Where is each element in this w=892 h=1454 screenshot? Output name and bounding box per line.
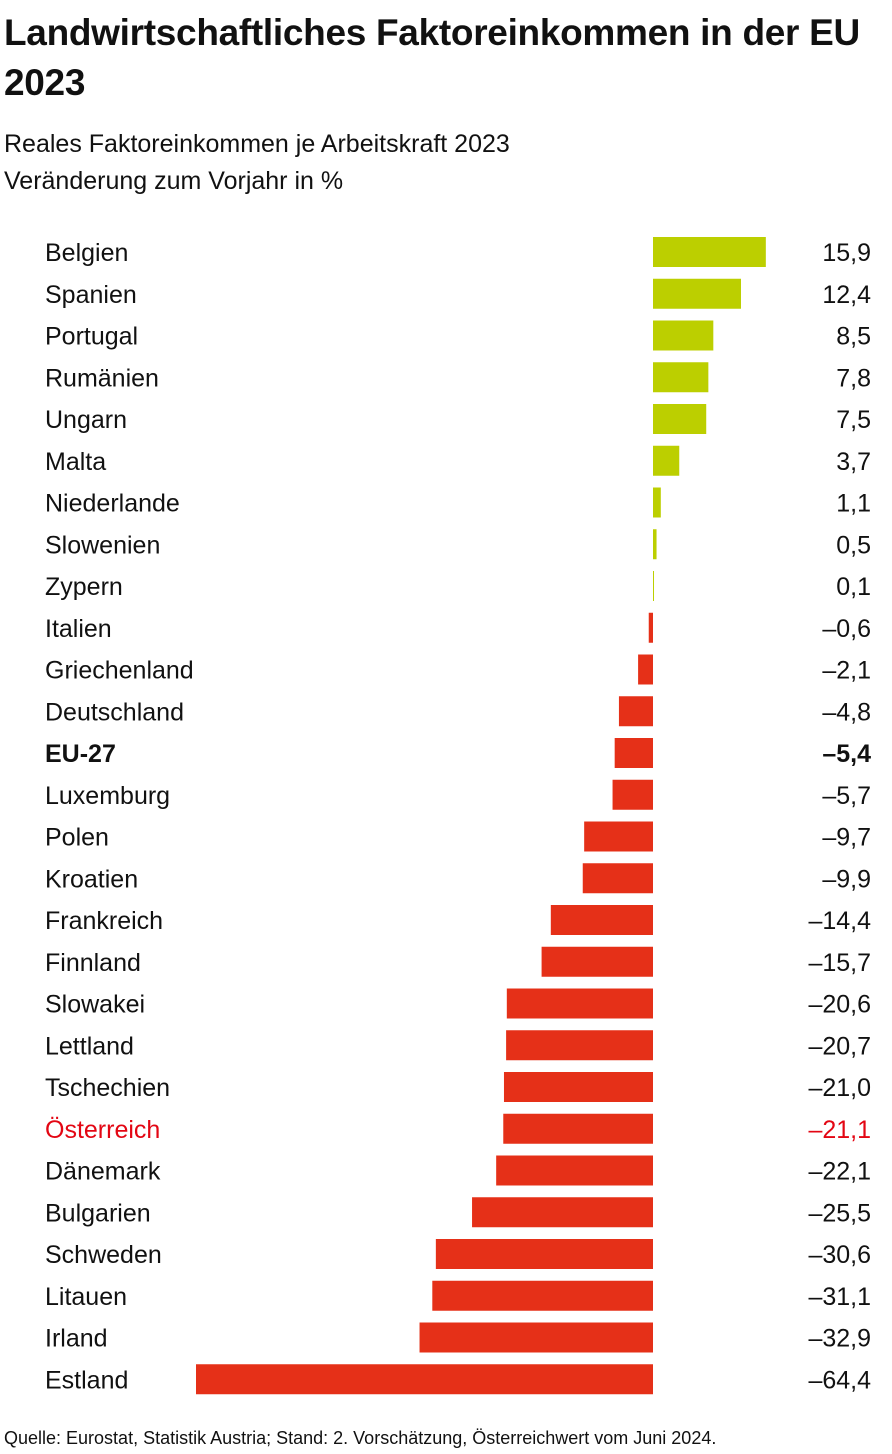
bar-rumänien: [653, 362, 709, 393]
category-label-deutschland: Deutschland: [45, 698, 184, 726]
bar-estland: [196, 1364, 653, 1395]
value-label-finnland: –15,7: [808, 949, 871, 977]
category-label-ungarn: Ungarn: [45, 406, 127, 434]
value-label-niederlande: 1,1: [836, 490, 871, 518]
value-label-kroatien: –9,9: [822, 865, 871, 893]
subtitle-line-1: Reales Faktoreinkommen je Arbeitskraft 2…: [4, 130, 510, 158]
value-label-spanien: 12,4: [822, 281, 871, 309]
subtitle-line-2: Veränderung zum Vorjahr in %: [4, 167, 344, 195]
category-label-spanien: Spanien: [45, 281, 137, 309]
value-label-polen: –9,7: [822, 824, 871, 852]
bar-litauen: [432, 1280, 653, 1311]
bar-portugal: [653, 320, 714, 351]
bar-österreich: [503, 1113, 653, 1144]
bar-schweden: [435, 1239, 653, 1269]
category-label-frankreich: Frankreich: [45, 907, 163, 935]
category-label-dänemark: Dänemark: [45, 1158, 161, 1186]
category-label-rumänien: Rumänien: [45, 364, 159, 392]
bar-irland: [419, 1322, 653, 1353]
value-label-zypern: 0,1: [836, 573, 871, 601]
value-label-rumänien: 7,8: [836, 364, 871, 392]
bar-luxemburg: [612, 779, 653, 810]
category-label-malta: Malta: [45, 448, 106, 476]
bar-polen: [584, 821, 653, 852]
category-label-schweden: Schweden: [45, 1241, 162, 1269]
value-label-portugal: 8,5: [836, 323, 871, 351]
source-note: Quelle: Eurostat, Statistik Austria; Sta…: [4, 1428, 717, 1448]
value-label-belgien: 15,9: [822, 239, 871, 267]
category-label-finnland: Finnland: [45, 949, 141, 977]
bar-bulgarien: [472, 1197, 653, 1228]
bar-slowakei: [506, 988, 653, 1019]
value-label-schweden: –30,6: [808, 1241, 871, 1269]
bar-dänemark: [496, 1155, 653, 1186]
category-label-polen: Polen: [45, 824, 109, 852]
value-label-italien: –0,6: [822, 615, 871, 643]
value-label-frankreich: –14,4: [808, 907, 871, 935]
category-label-lettland: Lettland: [45, 1032, 134, 1060]
bar-zypern: [653, 571, 654, 601]
bar-spanien: [653, 278, 741, 309]
bar-kroatien: [582, 863, 653, 894]
value-label-estland: –64,4: [808, 1366, 871, 1394]
category-label-italien: Italien: [45, 615, 112, 643]
bar-finnland: [541, 946, 653, 977]
value-label-slowakei: –20,6: [808, 991, 871, 1019]
category-label-griechenland: Griechenland: [45, 657, 194, 685]
bar-chart: Belgien 15,9 Spanien 12,4 Portugal 8,5 Rumänie…: [45, 237, 871, 1395]
category-label-zypern: Zypern: [45, 573, 123, 601]
chart-subtitle: Reales Faktoreinkommen je Arbeitskraft 2…: [4, 126, 510, 200]
bar-frankreich: [550, 905, 653, 935]
bar-italien: [648, 612, 653, 643]
category-label-luxemburg: Luxemburg: [45, 782, 170, 810]
category-label-belgien: Belgien: [45, 239, 128, 267]
bar-belgien: [653, 237, 766, 267]
chart-title: Landwirtschaftliches Faktoreinkommen in …: [4, 12, 860, 103]
value-label-griechenland: –2,1: [822, 657, 871, 685]
category-label-portugal: Portugal: [45, 323, 138, 351]
value-label-slowenien: 0,5: [836, 531, 871, 559]
category-label-slowakei: Slowakei: [45, 991, 145, 1019]
category-label-tschechien: Tschechien: [45, 1074, 170, 1102]
value-label-bulgarien: –25,5: [808, 1199, 871, 1227]
value-label-lettland: –20,7: [808, 1032, 871, 1060]
value-label-eu-27: –5,4: [822, 740, 871, 768]
value-label-irland: –32,9: [808, 1325, 871, 1353]
value-label-deutschland: –4,8: [822, 698, 871, 726]
category-label-estland: Estland: [45, 1366, 128, 1394]
bar-slowenien: [653, 529, 657, 560]
bar-tschechien: [503, 1072, 653, 1102]
category-label-slowenien: Slowenien: [45, 531, 160, 559]
value-label-dänemark: –22,1: [808, 1158, 871, 1186]
bar-deutschland: [618, 696, 653, 727]
bar-ungarn: [653, 404, 707, 434]
category-label-bulgarien: Bulgarien: [45, 1199, 151, 1227]
value-label-litauen: –31,1: [808, 1283, 871, 1311]
value-label-österreich: –21,1: [808, 1116, 871, 1144]
value-label-luxemburg: –5,7: [822, 782, 871, 810]
value-label-malta: 3,7: [836, 448, 871, 476]
bar-malta: [653, 445, 680, 476]
category-label-litauen: Litauen: [45, 1283, 127, 1311]
bar-eu-27: [614, 738, 653, 768]
bar-griechenland: [638, 654, 653, 685]
value-label-ungarn: 7,5: [836, 406, 871, 434]
bar-niederlande: [653, 487, 661, 518]
category-label-kroatien: Kroatien: [45, 865, 138, 893]
category-label-österreich: Österreich: [45, 1116, 160, 1144]
value-label-tschechien: –21,0: [808, 1074, 871, 1102]
bar-lettland: [506, 1030, 653, 1061]
category-label-irland: Irland: [45, 1325, 108, 1353]
category-label-niederlande: Niederlande: [45, 490, 180, 518]
category-label-eu-27: EU-27: [45, 740, 116, 768]
